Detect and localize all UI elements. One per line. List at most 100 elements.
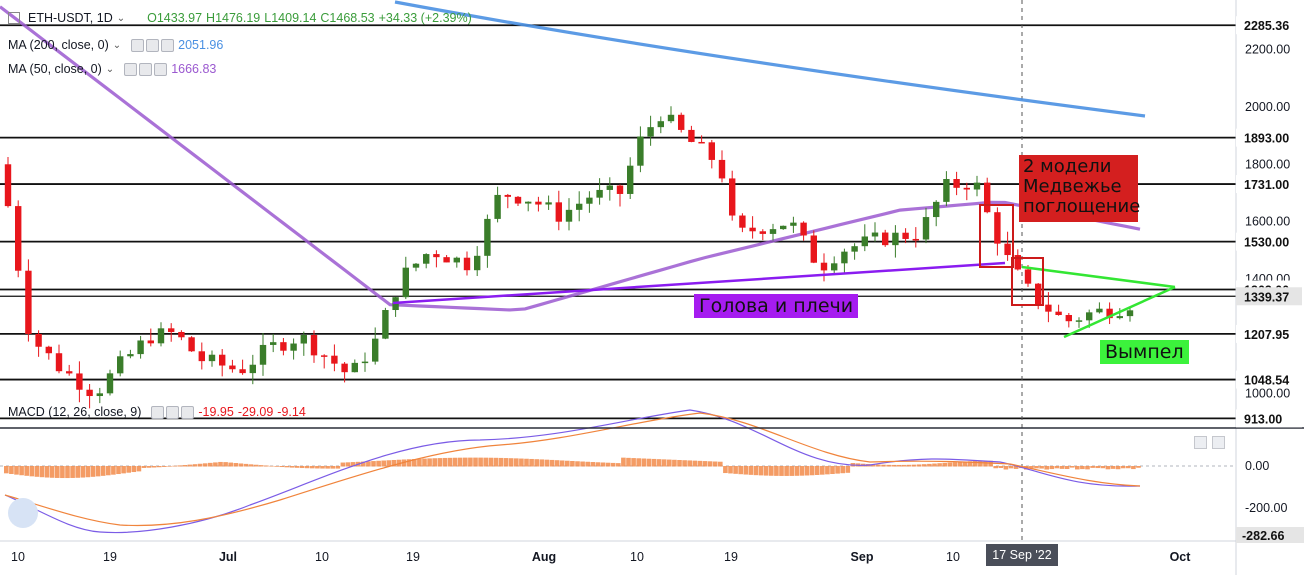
ma50-label[interactable]: MA (50, close, 0) — [8, 62, 102, 76]
candle[interactable] — [545, 195, 552, 210]
symbol-title[interactable]: ETH-USDT, 1D — [28, 11, 113, 25]
candle[interactable] — [1055, 304, 1062, 316]
candle[interactable] — [596, 178, 603, 205]
eye-icon[interactable] — [131, 38, 145, 52]
candle[interactable] — [1106, 302, 1113, 325]
candle[interactable] — [1116, 308, 1123, 320]
candle[interactable] — [55, 344, 63, 374]
candle[interactable] — [25, 259, 32, 342]
candle[interactable] — [729, 170, 736, 221]
candle[interactable] — [259, 332, 267, 376]
candle[interactable] — [423, 253, 430, 269]
candle[interactable] — [637, 126, 644, 173]
candle[interactable] — [412, 263, 420, 272]
collapse-icon[interactable] — [8, 12, 20, 24]
candle[interactable] — [943, 171, 950, 207]
candle[interactable] — [688, 125, 695, 143]
candle[interactable] — [586, 191, 593, 213]
candle[interactable] — [953, 171, 960, 196]
candle[interactable] — [321, 354, 328, 369]
candle[interactable] — [66, 364, 73, 376]
candle[interactable] — [576, 191, 583, 222]
chevron-down-icon[interactable]: ⌄ — [105, 63, 115, 75]
candle[interactable] — [198, 342, 205, 370]
engulfing-box-2[interactable] — [1011, 257, 1044, 306]
candle[interactable] — [525, 201, 532, 212]
signal-line[interactable] — [4, 412, 1141, 527]
candle[interactable] — [1014, 249, 1021, 271]
candle[interactable] — [484, 214, 491, 268]
candle[interactable] — [994, 207, 1001, 256]
candle[interactable] — [841, 248, 848, 273]
candle[interactable] — [1045, 292, 1052, 323]
candle[interactable] — [280, 337, 287, 356]
candle[interactable] — [463, 251, 471, 276]
candle[interactable] — [96, 387, 103, 404]
candle[interactable] — [270, 333, 277, 353]
candle[interactable] — [535, 196, 542, 212]
close-icon[interactable] — [161, 38, 175, 52]
candle[interactable] — [127, 349, 134, 359]
candle[interactable] — [810, 230, 817, 264]
pane-up-icon[interactable] — [1194, 436, 1207, 449]
settings-icon[interactable] — [139, 62, 153, 76]
candle[interactable] — [892, 225, 899, 258]
candle[interactable] — [157, 322, 165, 347]
candle[interactable] — [504, 193, 511, 209]
pane-down-icon[interactable] — [1212, 436, 1225, 449]
candle[interactable] — [912, 227, 919, 248]
tradingview-logo-icon[interactable] — [8, 498, 38, 528]
engulfing-box-1[interactable] — [979, 204, 1014, 268]
chevron-down-icon[interactable]: ⌄ — [112, 39, 122, 51]
candle[interactable] — [627, 157, 634, 200]
candle[interactable] — [168, 323, 175, 342]
ma200-label[interactable]: MA (200, close, 0) — [8, 38, 109, 52]
candle[interactable] — [616, 184, 624, 207]
candle[interactable] — [106, 369, 114, 396]
candle[interactable] — [922, 207, 930, 244]
candle[interactable] — [443, 255, 450, 263]
settings-icon[interactable] — [166, 405, 180, 419]
candle[interactable] — [678, 112, 685, 133]
candle[interactable] — [851, 243, 858, 260]
candle[interactable] — [780, 225, 787, 230]
candle[interactable] — [219, 349, 226, 377]
candle[interactable] — [565, 198, 573, 231]
eye-icon[interactable] — [151, 405, 165, 419]
candle[interactable] — [117, 350, 124, 377]
candle[interactable] — [984, 177, 991, 214]
candle[interactable] — [606, 177, 613, 201]
candle[interactable] — [1126, 306, 1134, 322]
macd-label[interactable]: MACD (12, 26, close, 9) — [8, 405, 142, 419]
candle[interactable] — [300, 331, 307, 356]
candle[interactable] — [137, 335, 144, 359]
candle[interactable] — [229, 359, 236, 373]
candle[interactable] — [249, 354, 256, 385]
head-shoulders-label[interactable]: Голова и плечи — [694, 294, 859, 318]
candle[interactable] — [45, 345, 52, 360]
macd-legend[interactable]: MACD (12, 26, close, 9) -19.95 -29.09 -9… — [8, 405, 306, 419]
candle[interactable] — [708, 139, 715, 169]
pennant-lower-line[interactable] — [1063, 285, 1176, 339]
chevron-down-icon[interactable]: ⌄ — [116, 12, 126, 24]
candle[interactable] — [86, 383, 93, 409]
candle[interactable] — [188, 336, 195, 352]
candle[interactable] — [239, 359, 246, 375]
candle[interactable] — [882, 229, 889, 247]
pennant-label[interactable]: Вымпел — [1100, 340, 1189, 364]
settings-icon[interactable] — [146, 38, 160, 52]
candle[interactable] — [514, 195, 522, 206]
candle[interactable] — [402, 256, 409, 300]
candle[interactable] — [382, 307, 389, 340]
close-icon[interactable] — [181, 405, 195, 419]
candle[interactable] — [372, 327, 379, 365]
candle[interactable] — [310, 330, 318, 363]
candle[interactable] — [433, 250, 440, 268]
candle[interactable] — [861, 224, 868, 252]
candle[interactable] — [15, 200, 22, 278]
candle[interactable] — [290, 338, 297, 360]
candle[interactable] — [208, 350, 216, 367]
candle[interactable] — [963, 182, 970, 201]
candle[interactable] — [331, 344, 338, 372]
candle[interactable] — [474, 246, 481, 277]
